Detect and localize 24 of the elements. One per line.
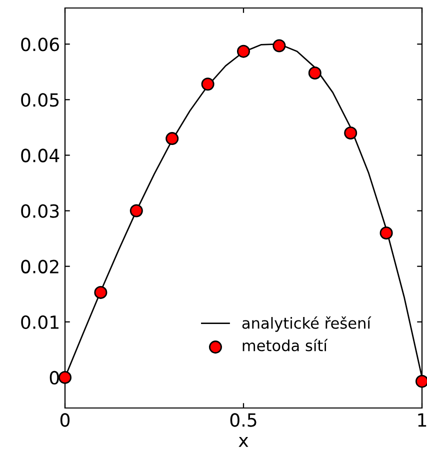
point [272,39,286,52]
point [58,370,72,384]
legend-label: analytické řešení [242,316,372,332]
x-axis-title: x [238,436,248,447]
y-tick-label: 0.02 [21,260,58,274]
point [201,78,214,91]
y-tick-label: 0.05 [21,93,59,107]
x-tick-label: 0 [60,413,70,427]
y-tick-label: 0 [50,370,59,385]
point [344,126,358,140]
y-tick-label: 0.04 [21,148,60,162]
point [94,286,108,299]
point [130,204,143,218]
legend-label: metoda sítí [242,338,328,352]
point [415,374,427,388]
point [380,226,393,240]
point [166,132,179,146]
y-tick-label: 0.06 [21,38,59,52]
x-tick-label: 0.5 [230,413,256,427]
point [308,66,322,80]
y-tick-label: 0.03 [21,204,59,218]
point [236,44,250,58]
x-tick-label: 1 [418,413,426,427]
y-tick-label: 0.01 [21,315,58,330]
